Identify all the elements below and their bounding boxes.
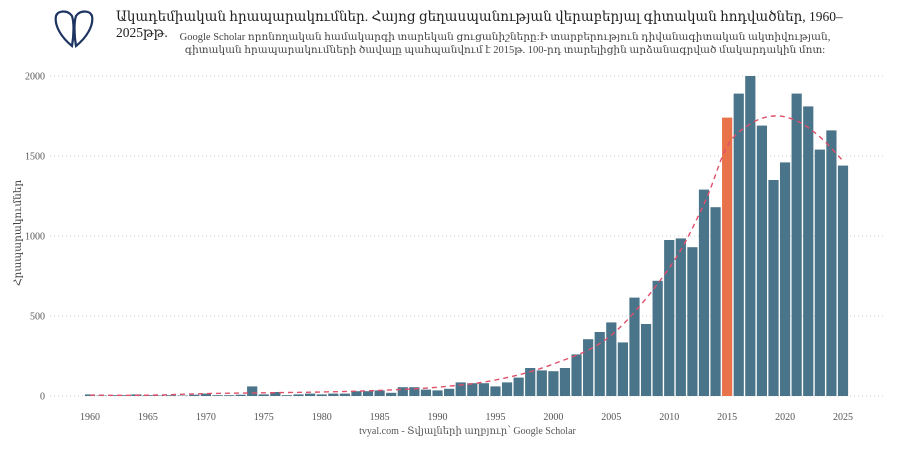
x-tick-label: 2015	[717, 412, 737, 423]
logo-icon	[54, 10, 94, 48]
bar-1994	[478, 383, 489, 396]
bar-1986	[386, 392, 397, 396]
x-tick-label: 1985	[370, 412, 390, 423]
bar-1995	[490, 386, 501, 396]
bar-1970	[200, 393, 211, 396]
bar-1974	[247, 386, 258, 396]
bar-1991	[444, 388, 455, 396]
y-tick-label: 1500	[25, 152, 45, 163]
bar-1983	[351, 391, 362, 396]
bar-2017	[745, 76, 756, 396]
bar-1972	[223, 395, 235, 396]
bar-2016	[733, 93, 744, 396]
bar-2015	[722, 117, 733, 396]
bar-1999	[536, 370, 547, 396]
bar-2002	[571, 354, 582, 396]
x-tick-label: 1995	[485, 412, 505, 423]
bar-2005	[606, 322, 617, 396]
bar-2014	[710, 207, 721, 396]
bar-1990	[432, 390, 443, 396]
chart-subtitle-line-1: Google Scholar որոնողական համակարգի տարե…	[179, 32, 831, 43]
y-tick-label: 0	[40, 392, 45, 403]
x-tick-label: 2000	[543, 412, 563, 423]
y-tick-label: 1000	[25, 232, 45, 243]
bar-1979	[305, 393, 316, 396]
bars	[84, 76, 849, 397]
bar-1988	[409, 387, 420, 396]
bar-2006	[617, 342, 628, 396]
bar-1976	[270, 392, 281, 396]
bar-1989	[420, 389, 432, 396]
bar-1973	[235, 394, 246, 396]
bar-1981	[328, 393, 339, 396]
bar-1997	[513, 377, 524, 396]
bar-2004	[594, 332, 605, 396]
bar-1975	[258, 394, 269, 396]
bar-1969	[189, 394, 200, 396]
bar-1980	[316, 394, 327, 396]
bar-2022	[803, 106, 814, 397]
bar-2009	[652, 280, 663, 396]
bar-1992	[455, 382, 466, 396]
bar-1987	[397, 387, 408, 396]
bar-1962	[108, 395, 119, 396]
bar-2024	[826, 130, 837, 396]
chart-subtitle-line-2: գիտական հրապարակումների ծավալը պահպանվու…	[184, 45, 826, 56]
bar-2013	[698, 189, 710, 396]
bar-2000	[548, 371, 559, 396]
bar-2012	[687, 247, 698, 396]
x-axis-ticks: 1960 1965 1970 1975 1980 1985 1990 1995 2000 2005…	[80, 412, 853, 423]
bar-2001	[559, 368, 571, 396]
bar-1971	[212, 395, 223, 396]
y-axis-label: Հրապարակումներ	[13, 179, 24, 286]
x-tick-label: 2005	[601, 412, 621, 423]
x-tick-label: 2020	[775, 412, 795, 423]
bar-1993	[467, 383, 478, 396]
bar-1967	[165, 395, 177, 396]
bar-2007	[629, 297, 640, 396]
bar-1977	[281, 395, 293, 396]
source-caption: tvyal.com - Տվյալների աղբյուր՝ Google Sc…	[359, 426, 576, 437]
x-tick-label: 1970	[196, 412, 216, 423]
y-tick-label: 500	[30, 312, 45, 323]
bar-1985	[374, 390, 385, 396]
bar-2021	[791, 93, 802, 396]
bar-1984	[362, 391, 374, 396]
x-tick-label: 1990	[428, 412, 448, 423]
bar-1978	[293, 394, 304, 396]
x-tick-label: 2010	[659, 412, 679, 423]
bar-2011	[675, 238, 686, 396]
bar-1996	[501, 382, 513, 396]
y-tick-label: 2000	[25, 72, 45, 83]
y-axis-ticks: 0 500 1000 1500 2000	[25, 72, 45, 403]
bar-2018	[756, 125, 768, 396]
chart-title: Ակադեմիական հրապարակումներ. Հայոց ցեղասպ…	[116, 9, 843, 40]
bar-2010	[664, 240, 675, 396]
bar-2020	[779, 162, 791, 396]
bar-2008	[640, 324, 652, 396]
bar-2019	[768, 180, 779, 396]
trend-line	[89, 115, 844, 397]
x-tick-label: 1960	[80, 412, 100, 423]
bar-2023	[814, 149, 825, 396]
x-tick-label: 1975	[254, 412, 274, 423]
x-tick-label: 2025	[833, 412, 853, 423]
bar-1998	[525, 368, 536, 396]
x-tick-label: 1980	[312, 412, 332, 423]
bar-2025	[837, 165, 849, 396]
bar-2003	[583, 339, 594, 396]
bar-1982	[339, 393, 350, 396]
bar-1963	[119, 395, 130, 396]
x-tick-label: 1965	[138, 412, 158, 423]
